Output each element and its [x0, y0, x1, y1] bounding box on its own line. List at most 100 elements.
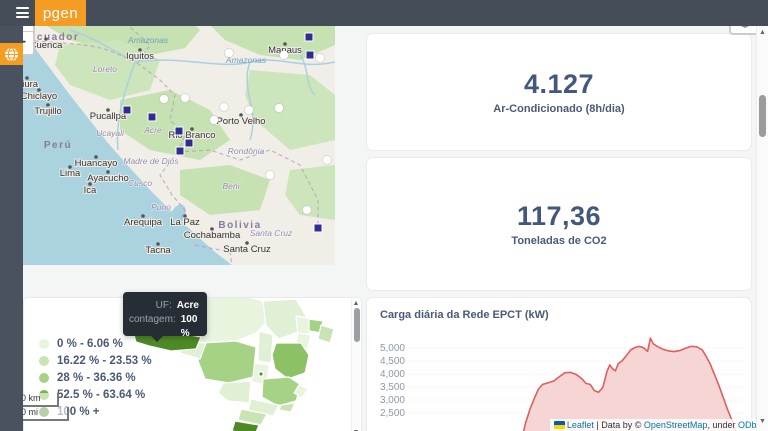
map-city-label: Tacna — [145, 245, 171, 256]
map-river-label: Amazonas — [127, 35, 169, 45]
area-chart[interactable]: 2,500 3,000 3,500 4,000 4,500 5,000 — [367, 326, 752, 431]
map-city-label: Trujillo — [34, 106, 62, 117]
map-city-label: Santa Cruz — [223, 244, 271, 255]
brazil-choropleth-map[interactable] — [104, 297, 362, 431]
legend-color-dot — [39, 339, 49, 349]
map-marker-square[interactable] — [122, 105, 132, 115]
map-marker-dot[interactable] — [274, 103, 284, 113]
city-dot — [37, 88, 41, 92]
map-region-label: Cusco — [128, 178, 152, 188]
map-country-label: Ecuador — [29, 32, 80, 43]
map-city-label: Cochabamba — [184, 230, 241, 241]
city-dot — [106, 170, 110, 174]
map-region-label: Ucayali — [96, 128, 125, 138]
map-marker-dot[interactable] — [265, 170, 275, 180]
city-dot — [283, 42, 287, 46]
stat-value: 4.127 — [523, 69, 595, 99]
map-marker-square[interactable] — [174, 126, 184, 136]
legend-row: 16.22 % - 23.53 % — [39, 355, 152, 367]
legend-label: 28 % - 36.36 % — [57, 372, 136, 384]
city-dot — [68, 165, 72, 169]
map-region-label: Madre de Dios — [123, 156, 179, 166]
app-logo[interactable]: pgen — [35, 0, 86, 26]
map-city-label: Iquitos — [126, 51, 154, 62]
legend-row: 0 % - 6.06 % — [39, 338, 152, 350]
y-axis-tick: 4,000 — [380, 369, 405, 380]
city-dot — [25, 76, 29, 80]
map-region-label: Rondônia — [228, 146, 265, 156]
stat-value: 117,36 — [516, 201, 602, 231]
map-marker-dot[interactable] — [209, 115, 219, 125]
city-dot — [94, 155, 98, 159]
map-marker-dot[interactable] — [159, 94, 169, 104]
tooltip-field-value: Acre — [176, 300, 199, 311]
map-marker-square[interactable] — [147, 112, 157, 122]
legend-label: 16.22 % - 23.53 % — [57, 355, 152, 367]
panel-scrollbar-thumb[interactable] — [353, 308, 360, 342]
chart-card-carga-diaria: Carga diária da Rede EPCT (kW) 2,500 3,00… — [366, 297, 752, 431]
city-dot — [190, 127, 194, 131]
map-region-label: Beni — [222, 181, 240, 191]
map-city-label: Ayacucho — [87, 173, 129, 184]
city-dot — [106, 108, 110, 112]
map-region-label: Loreto — [93, 64, 117, 74]
city-dot — [138, 48, 142, 52]
legend-color-dot — [39, 356, 49, 366]
sidebar-item-map[interactable] — [0, 43, 23, 65]
map-marker-dot[interactable] — [322, 155, 332, 165]
map-marker-square[interactable] — [305, 50, 315, 60]
map-marker-square[interactable] — [184, 138, 194, 148]
map-marker-dot[interactable] — [244, 105, 254, 115]
top-bar: pgen — [0, 0, 768, 26]
chart-title: Carga diária da Rede EPCT (kW) — [380, 309, 549, 321]
stat-card-ar-condicionado: 4.127 Ar-Condicionado (8h/dia) — [366, 33, 752, 151]
city-dot — [239, 113, 243, 117]
stat-card-toneladas-co2: 117,36 Toneladas de CO2 — [366, 157, 752, 291]
tooltip-arrow — [151, 336, 163, 342]
scroll-up-icon[interactable]: ▲ — [759, 29, 766, 36]
map-city-label: Huancayo — [75, 158, 118, 169]
page-scrollbar[interactable]: ▲ ▼ — [756, 26, 768, 431]
map-river-label: Amazonas — [225, 55, 267, 65]
map-city-label: Ica — [84, 185, 97, 196]
map-marker-square[interactable] — [304, 32, 314, 42]
map-city-label: Porto Velho — [216, 116, 265, 127]
map-region-label: Acre — [143, 125, 162, 135]
page-scrollbar-thumb[interactable] — [759, 95, 766, 137]
map-marker-dot[interactable] — [302, 205, 312, 215]
city-dot — [245, 241, 249, 245]
left-sidebar — [0, 26, 23, 431]
city-dot — [210, 227, 214, 231]
choropleth-tooltip: UF: Acre contagem: 100 % — [123, 292, 207, 342]
map-marker-dot[interactable] — [315, 53, 325, 63]
map-region-label: Puno — [151, 202, 171, 212]
map-marker-square[interactable] — [313, 223, 323, 233]
map-marker-dot[interactable] — [180, 93, 190, 103]
city-dot — [141, 214, 145, 218]
y-axis-tick: 5,000 — [380, 343, 405, 354]
city-dot — [183, 214, 187, 218]
legend-label: 0 % - 6.06 % — [57, 338, 123, 350]
scroll-up-icon[interactable]: ▲ — [352, 300, 360, 307]
map-country-label: Perú — [44, 140, 72, 151]
map-city-label: Manaus — [268, 45, 302, 56]
hamburger-menu-icon[interactable] — [16, 7, 29, 19]
scroll-down-icon[interactable]: ▼ — [352, 429, 360, 431]
map-country-label: Bolivia — [218, 220, 261, 231]
scroll-down-icon[interactable]: ▼ — [759, 418, 766, 425]
y-axis-tick: 3,500 — [380, 382, 405, 393]
y-axis-tick: 2,500 — [380, 408, 405, 419]
stat-label: Toneladas de CO2 — [511, 235, 607, 247]
globe-icon — [5, 47, 18, 61]
map-city-label: Cuenca — [30, 40, 63, 51]
map-marker-dot[interactable] — [279, 50, 289, 60]
map-marker-square[interactable] — [175, 146, 185, 156]
panel-scrollbar[interactable]: ▲ ▼ — [351, 299, 360, 431]
map-marker-dot[interactable] — [224, 48, 234, 58]
y-axis-tick: 3,000 — [380, 395, 405, 406]
map-city-label: La Paz — [170, 217, 200, 228]
tooltip-field-value: 100 % — [180, 314, 198, 339]
map-marker-dot[interactable] — [219, 102, 229, 112]
